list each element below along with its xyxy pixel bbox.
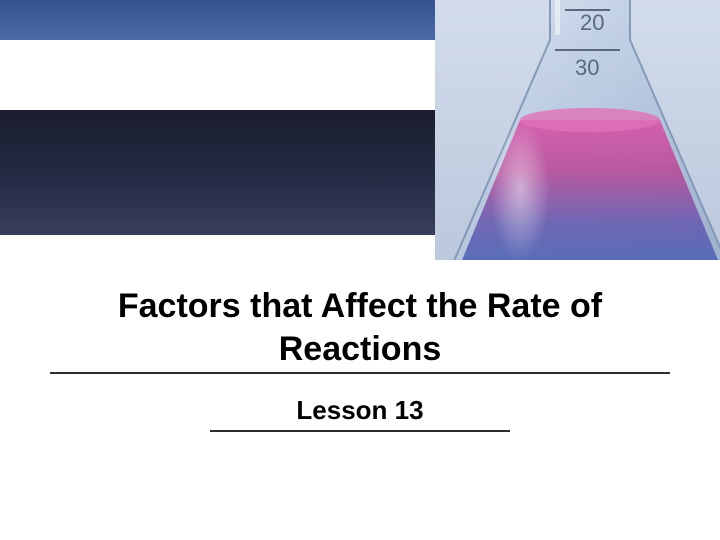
svg-text:20: 20 [580,10,604,35]
dark-band [0,110,435,235]
svg-text:30: 30 [575,55,599,80]
title-underline [50,372,670,374]
slide-subtitle: Lesson 13 [50,395,670,426]
slide-title: Factors that Affect the Rate of Reaction… [50,285,670,370]
subtitle-underline [210,430,510,432]
flask-image: 20 30 [435,0,720,260]
